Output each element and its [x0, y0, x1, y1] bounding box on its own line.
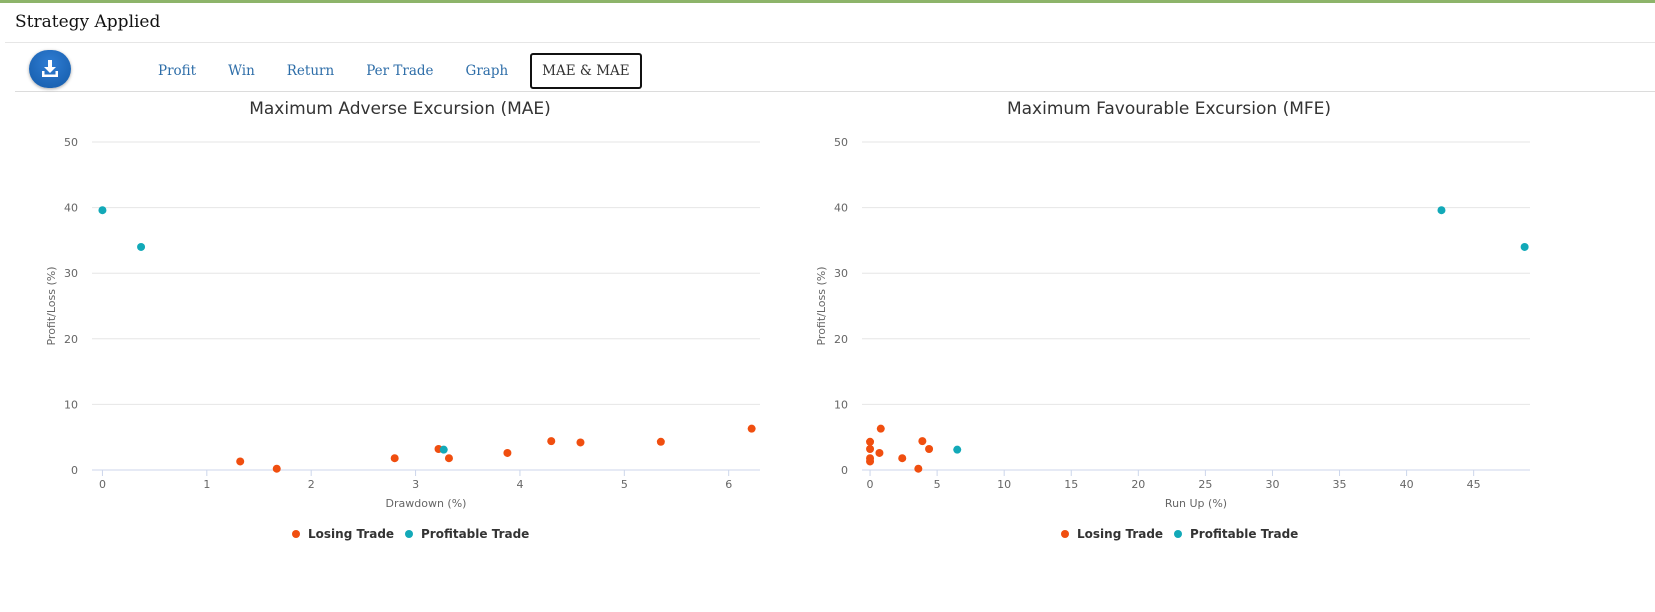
legend-marker: [1061, 530, 1069, 538]
tab-bar: Profit Win Return Per Trade Graph MAE & …: [148, 53, 654, 89]
x-tick-label: 4: [516, 478, 523, 491]
data-point: [866, 437, 875, 446]
tab-profit[interactable]: Profit: [158, 63, 197, 79]
x-tick-label: 6: [725, 478, 732, 491]
y-tick-label: 50: [64, 136, 78, 149]
mfe-chart-svg: Maximum Favourable Excursion (MFE) 0 10 20 3…: [815, 99, 1530, 541]
x-tick-label: 1: [203, 478, 210, 491]
data-point: [866, 445, 875, 454]
x-tick-label: 5: [934, 478, 941, 491]
data-point: [439, 445, 448, 454]
x-tick-label: 40: [1400, 478, 1414, 491]
data-point: [747, 424, 756, 433]
x-tick-label: 3: [412, 478, 419, 491]
data-point: [98, 206, 107, 215]
y-axis-label: Profit/Loss (%): [815, 266, 828, 345]
x-tick-label: 45: [1467, 478, 1481, 491]
y-tick-label: 20: [834, 333, 848, 346]
page-title: Strategy Applied: [15, 12, 161, 32]
mae-chart: Maximum Adverse Excursion (MAE) 0 10 20 30 40…: [0, 92, 790, 562]
page-header: Strategy Applied: [5, 4, 1655, 43]
legend-item: Losing Trade: [308, 527, 394, 541]
legend-marker: [1174, 530, 1182, 538]
data-point: [390, 454, 399, 463]
data-point: [444, 454, 453, 463]
y-tick-label: 0: [71, 464, 78, 477]
x-tick-label: 30: [1265, 478, 1279, 491]
x-tick-label: 0: [99, 478, 106, 491]
legend-item: Losing Trade: [1077, 527, 1163, 541]
data-point: [925, 445, 934, 454]
x-tick-label: 35: [1333, 478, 1347, 491]
tab-return[interactable]: Return: [286, 63, 335, 79]
y-axis-label: Profit/Loss (%): [45, 266, 58, 345]
download-icon: [42, 60, 58, 77]
x-axis-label: Drawdown (%): [386, 497, 467, 510]
data-point: [547, 437, 556, 446]
mfe-chart: Maximum Favourable Excursion (MFE) 0 10 20 3…: [770, 92, 1560, 562]
data-point: [1437, 206, 1446, 215]
y-tick-label: 50: [834, 136, 848, 149]
data-point: [876, 424, 885, 433]
chart-title: Maximum Favourable Excursion (MFE): [1007, 99, 1331, 119]
x-tick-label: 15: [1064, 478, 1078, 491]
data-point: [953, 445, 962, 454]
x-tick-label: 2: [308, 478, 315, 491]
tab-per-trade[interactable]: Per Trade: [366, 63, 434, 79]
data-point: [137, 242, 146, 251]
y-tick-label: 40: [834, 202, 848, 215]
y-tick-label: 30: [64, 267, 78, 280]
data-point: [898, 454, 907, 463]
legend-marker: [405, 530, 413, 538]
x-tick-label: 0: [867, 478, 874, 491]
y-tick-label: 10: [834, 398, 848, 411]
mae-chart-svg: Maximum Adverse Excursion (MAE)010203040…: [45, 99, 760, 541]
y-tick-label: 10: [64, 398, 78, 411]
data-point: [503, 448, 512, 457]
x-tick-label: 25: [1198, 478, 1212, 491]
data-point: [875, 448, 884, 457]
x-tick-label: 5: [621, 478, 628, 491]
data-point: [272, 464, 281, 473]
y-tick-label: 0: [841, 464, 848, 477]
data-point: [866, 457, 875, 466]
legend-item: Profitable Trade: [1190, 527, 1298, 541]
tab-win[interactable]: Win: [228, 63, 255, 79]
download-button[interactable]: [29, 50, 71, 88]
legend-marker: [292, 530, 300, 538]
data-point: [576, 438, 585, 447]
data-point: [1520, 242, 1529, 251]
data-point: [914, 464, 923, 473]
data-point: [236, 457, 245, 466]
x-axis-label: Run Up (%): [1165, 497, 1227, 510]
data-point: [656, 437, 665, 446]
legend-item: Profitable Trade: [421, 527, 529, 541]
x-tick-label: 10: [997, 478, 1011, 491]
y-tick-label: 20: [64, 333, 78, 346]
tab-mae-mae[interactable]: MAE & MAE: [530, 53, 642, 89]
toolbar: Profit Win Return Per Trade Graph MAE & …: [15, 44, 1655, 92]
tab-graph[interactable]: Graph: [465, 63, 509, 79]
chart-title: Maximum Adverse Excursion (MAE): [249, 99, 551, 119]
data-point: [918, 437, 927, 446]
y-tick-label: 30: [834, 267, 848, 280]
y-tick-label: 40: [64, 202, 78, 215]
x-tick-label: 20: [1131, 478, 1145, 491]
top-accent-bar: [0, 0, 1655, 3]
